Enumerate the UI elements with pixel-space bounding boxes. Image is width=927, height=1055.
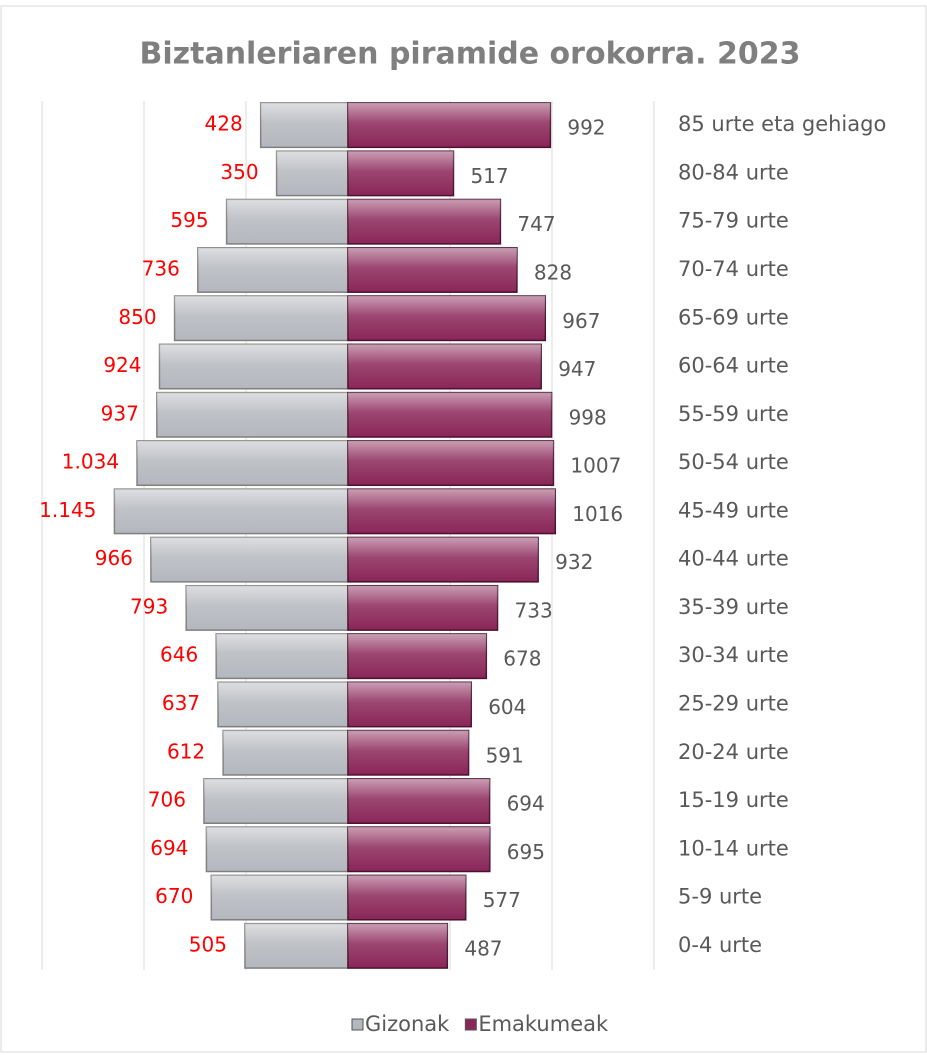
data-label: 736 (142, 256, 180, 280)
data-label: 924 (103, 353, 141, 377)
legend-swatch (464, 1018, 477, 1031)
data-label: 694 (150, 836, 188, 860)
data-label: 505 (189, 932, 227, 956)
bar-shine (174, 296, 348, 341)
bar-shine (348, 199, 501, 244)
data-label: 706 (148, 788, 186, 812)
bar-shine (348, 296, 546, 341)
legend-swatch (351, 1018, 364, 1031)
bar-shine (244, 923, 348, 969)
bar-shine (211, 875, 348, 920)
y-tick-label: 70-74 urte (678, 257, 789, 281)
y-tick-label: 50-54 urte (678, 450, 789, 474)
y-tick-label: 60-64 urte (678, 354, 789, 378)
data-label: 747 (517, 212, 555, 236)
bar-shine (348, 392, 552, 438)
data-label: 487 (464, 936, 502, 960)
bar-shine (348, 827, 490, 872)
bar-shine (203, 778, 348, 824)
data-label: 1.145 (39, 498, 96, 522)
bar-shine (348, 682, 472, 727)
bar-shine (348, 875, 466, 920)
data-label: 998 (569, 405, 607, 429)
y-tick-label: 55-59 urte (678, 402, 789, 426)
data-label: 966 (95, 546, 133, 570)
bar-shine (223, 730, 348, 775)
bar-shine (159, 344, 348, 389)
data-label: 932 (555, 550, 593, 574)
bar-shine (260, 102, 348, 148)
y-tick-label: 35-39 urte (678, 595, 789, 619)
bar-shine (206, 827, 348, 872)
y-tick-label: 0-4 urte (678, 933, 762, 957)
bar-shine (197, 247, 348, 293)
bar-shine (348, 102, 551, 148)
data-label: 612 (167, 739, 205, 763)
data-label: 1.034 (62, 450, 119, 474)
bar-shine (348, 730, 469, 775)
y-tick-label: 5-9 urte (678, 885, 762, 909)
y-tick-label: 25-29 urte (678, 691, 789, 715)
data-label: 793 (130, 594, 168, 618)
bar-shine (348, 585, 498, 631)
data-label: 947 (558, 357, 596, 381)
data-label: 646 (160, 643, 198, 667)
y-tick-label: 45-49 urte (678, 498, 789, 522)
data-label: 694 (507, 792, 545, 816)
data-label: 604 (488, 695, 526, 719)
data-label: 992 (567, 116, 605, 140)
y-tick-label: 40-44 urte (678, 547, 789, 571)
bar-shine (348, 440, 554, 486)
bar-shine (114, 489, 348, 534)
data-label: 637 (162, 691, 200, 715)
y-tick-label: 15-19 urte (678, 788, 789, 812)
legend-label: Gizonak (365, 1012, 450, 1036)
y-tick-label: 75-79 urte (678, 209, 789, 233)
legend-label: Emakumeak (478, 1012, 609, 1036)
bar-shine (348, 489, 556, 534)
bar-shine (137, 440, 348, 486)
y-tick-label: 20-24 urte (678, 740, 789, 764)
data-label: 428 (205, 112, 243, 136)
data-label: 1007 (570, 454, 621, 478)
bar-shine (150, 537, 348, 582)
bar-shine (216, 633, 348, 679)
bar-shine (186, 585, 348, 631)
data-label: 695 (507, 840, 545, 864)
bar-shine (226, 199, 348, 244)
bar-shine (348, 151, 454, 196)
data-label: 517 (470, 164, 508, 188)
data-label: 733 (515, 598, 553, 622)
bar-shine (348, 778, 490, 824)
data-label: 850 (118, 305, 156, 329)
bar-shine (218, 682, 348, 727)
y-tick-label: 85 urte eta gehiago (678, 112, 886, 136)
y-tick-label: 10-14 urte (678, 836, 789, 860)
bar-shine (348, 537, 539, 582)
data-label: 678 (503, 647, 541, 671)
bar-shine (156, 392, 348, 438)
y-tick-label: 80-84 urte (678, 160, 789, 184)
y-tick-label: 65-69 urte (678, 305, 789, 329)
bar-shine (348, 344, 542, 389)
data-label: 937 (101, 401, 139, 425)
bar-shine (348, 247, 517, 293)
bar-shine (348, 923, 448, 969)
chart-title: Biztanleriaren piramide orokorra. 2023 (140, 37, 801, 72)
data-label: 595 (170, 208, 208, 232)
bar-shine (276, 151, 348, 196)
data-label: 1016 (572, 502, 623, 526)
data-label: 577 (483, 888, 521, 912)
data-label: 670 (155, 884, 193, 908)
data-label: 828 (534, 260, 572, 284)
y-tick-label: 30-34 urte (678, 643, 789, 667)
data-label: 967 (562, 309, 600, 333)
data-label: 350 (220, 160, 258, 184)
bar-shine (348, 633, 487, 679)
data-label: 591 (486, 743, 524, 767)
